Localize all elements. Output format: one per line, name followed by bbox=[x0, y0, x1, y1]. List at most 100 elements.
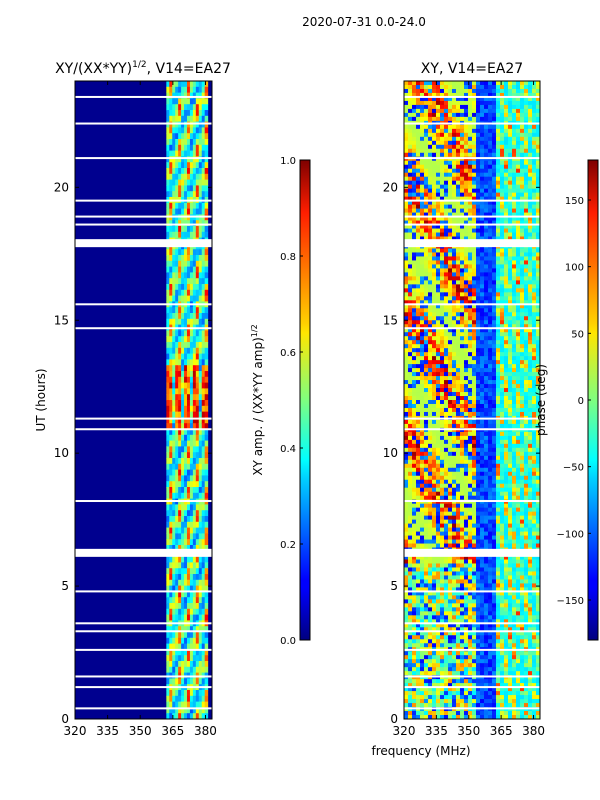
heatmap-cell bbox=[484, 439, 489, 445]
heatmap-cell bbox=[404, 132, 409, 138]
heatmap-cell bbox=[181, 440, 185, 447]
heatmap-cell bbox=[432, 380, 437, 385]
heatmap-cell bbox=[528, 392, 533, 397]
heatmap-cell bbox=[488, 168, 493, 174]
heatmap-cell bbox=[464, 168, 469, 174]
heatmap-cell bbox=[166, 139, 170, 146]
heatmap-cell bbox=[520, 376, 525, 381]
heatmap-cell bbox=[175, 649, 179, 656]
heatmap-cell bbox=[512, 224, 517, 229]
heatmap-cell bbox=[444, 168, 449, 174]
heatmap-cell bbox=[166, 208, 170, 215]
heatmap-cell bbox=[186, 678, 191, 685]
heatmap-cell bbox=[166, 336, 170, 343]
heatmap-cell bbox=[500, 208, 505, 213]
heatmap-cell bbox=[432, 308, 437, 313]
heatmap-cell bbox=[408, 459, 413, 465]
heatmap-cell bbox=[508, 467, 513, 473]
heatmap-cell bbox=[468, 364, 473, 369]
heatmap-cell bbox=[408, 447, 413, 453]
heatmap-cell bbox=[184, 295, 188, 302]
heatmap-cell bbox=[500, 224, 505, 229]
heatmap-cell bbox=[492, 176, 497, 182]
heatmap-cell bbox=[408, 276, 413, 281]
heatmap-cell bbox=[195, 434, 200, 442]
heatmap-cell bbox=[492, 196, 497, 202]
heatmap-cell bbox=[416, 364, 421, 369]
heatmap-cell bbox=[460, 160, 465, 166]
heatmap-cell bbox=[192, 475, 197, 482]
heatmap-cell bbox=[172, 655, 176, 662]
heatmap-cell bbox=[404, 232, 409, 237]
heatmap-cell bbox=[178, 458, 182, 465]
heatmap-cell bbox=[488, 455, 493, 461]
heatmap-cell bbox=[496, 160, 501, 166]
heatmap-cell bbox=[436, 475, 441, 481]
heatmap-cell bbox=[528, 384, 533, 389]
heatmap-cell bbox=[428, 455, 433, 461]
heatmap-cell bbox=[524, 200, 529, 206]
heatmap-cell bbox=[504, 459, 509, 465]
heatmap-cell bbox=[178, 307, 182, 314]
heatmap-cell bbox=[448, 144, 453, 150]
heatmap-cell bbox=[204, 98, 209, 105]
heatmap-cell bbox=[404, 356, 409, 361]
heatmap-cell bbox=[172, 144, 176, 152]
heatmap-cell bbox=[468, 148, 473, 154]
heatmap-cell bbox=[496, 316, 501, 321]
heatmap-cell bbox=[404, 284, 409, 289]
heatmap-cell bbox=[184, 307, 188, 314]
heatmap-cell bbox=[536, 104, 540, 110]
heatmap-cell bbox=[528, 316, 533, 321]
heatmap-cell bbox=[189, 249, 194, 256]
heatmap-cell bbox=[436, 284, 441, 289]
heatmap-cell bbox=[496, 132, 501, 138]
heatmap-cell bbox=[189, 92, 194, 99]
heatmap-cell bbox=[428, 104, 433, 110]
heatmap-cell bbox=[198, 272, 203, 279]
heatmap-cell bbox=[492, 220, 497, 225]
heatmap-cell bbox=[440, 368, 445, 373]
heatmap-cell bbox=[444, 392, 449, 397]
heatmap-cell bbox=[500, 188, 505, 194]
heatmap-cell bbox=[492, 388, 497, 393]
heatmap-cell bbox=[181, 521, 185, 529]
heatmap-cell bbox=[416, 439, 421, 445]
heatmap-cell bbox=[440, 112, 445, 118]
heatmap-cell bbox=[195, 400, 200, 407]
heatmap-cell bbox=[468, 388, 473, 393]
heatmap-cell bbox=[480, 184, 485, 190]
heatmap-cell bbox=[476, 188, 481, 194]
heatmap-cell bbox=[428, 392, 433, 397]
heatmap-cell bbox=[520, 160, 525, 166]
heatmap-cell bbox=[496, 84, 501, 90]
heatmap-cell bbox=[520, 168, 525, 174]
heatmap-cell bbox=[496, 459, 501, 465]
heatmap-cell bbox=[520, 320, 525, 325]
heatmap-cell bbox=[186, 336, 191, 343]
heatmap-cell bbox=[492, 455, 497, 461]
heatmap-cell bbox=[178, 626, 182, 633]
heatmap-cell bbox=[178, 284, 182, 291]
heatmap-cell bbox=[172, 469, 176, 476]
heatmap-cell bbox=[172, 272, 176, 279]
heatmap-cell bbox=[166, 626, 170, 633]
heatmap-cell bbox=[520, 104, 525, 110]
heatmap-cell bbox=[428, 280, 433, 285]
heatmap-cell bbox=[172, 371, 176, 378]
heatmap-cell bbox=[480, 224, 485, 229]
heatmap-cell bbox=[440, 388, 445, 393]
heatmap-cell bbox=[532, 236, 537, 241]
heatmap-cell bbox=[175, 701, 179, 708]
heatmap-cell bbox=[488, 176, 493, 182]
heatmap-cell bbox=[440, 304, 445, 309]
heatmap-cell bbox=[460, 108, 465, 114]
heatmap-cell bbox=[432, 184, 437, 190]
heatmap-cell bbox=[484, 388, 489, 393]
heatmap-cell bbox=[528, 236, 533, 241]
heatmap-cell bbox=[166, 278, 170, 285]
heatmap-cell bbox=[172, 678, 176, 685]
heatmap-cell bbox=[488, 116, 493, 122]
heatmap-cell bbox=[186, 707, 191, 714]
heatmap-cell bbox=[424, 208, 429, 213]
